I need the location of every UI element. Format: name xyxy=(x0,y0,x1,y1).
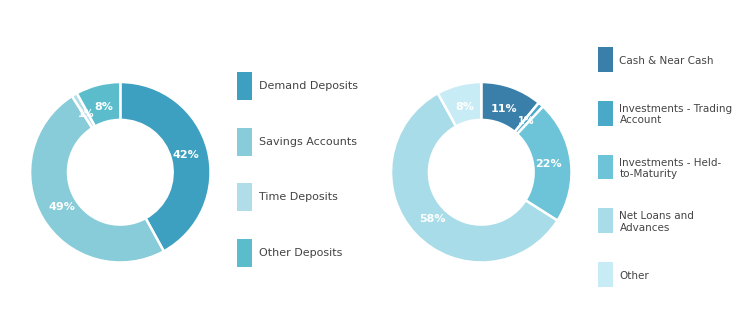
Text: Investments - Held-
to-Maturity: Investments - Held- to-Maturity xyxy=(620,158,722,179)
Text: Cash & Near Cash: Cash & Near Cash xyxy=(620,56,714,66)
Bar xyxy=(237,239,252,267)
Bar xyxy=(598,208,614,233)
Wedge shape xyxy=(77,82,120,126)
Wedge shape xyxy=(481,82,538,132)
Text: Other: Other xyxy=(620,271,649,281)
Text: Savings Accounts: Savings Accounts xyxy=(259,137,357,147)
Wedge shape xyxy=(517,107,572,221)
Text: Time Deposits: Time Deposits xyxy=(259,192,338,202)
Text: 8%: 8% xyxy=(455,102,474,112)
Text: Asset Mix: Asset Mix xyxy=(523,9,605,25)
Text: 49%: 49% xyxy=(49,202,75,212)
Bar xyxy=(598,101,614,125)
Text: Net Loans and
Advances: Net Loans and Advances xyxy=(620,212,694,233)
Wedge shape xyxy=(514,103,543,134)
Bar xyxy=(237,184,252,211)
Text: Investments - Trading
Account: Investments - Trading Account xyxy=(620,104,732,125)
Text: Other Deposits: Other Deposits xyxy=(259,248,342,258)
Bar xyxy=(237,72,252,100)
Wedge shape xyxy=(30,96,164,263)
Wedge shape xyxy=(120,82,211,251)
Text: Deposit Mix: Deposit Mix xyxy=(138,9,238,25)
Text: 8%: 8% xyxy=(94,102,113,112)
Text: 1%: 1% xyxy=(518,116,534,126)
Bar xyxy=(598,47,614,72)
Text: 1%: 1% xyxy=(77,109,94,119)
Wedge shape xyxy=(391,93,557,263)
Bar xyxy=(598,262,614,287)
Wedge shape xyxy=(438,82,481,126)
Text: 11%: 11% xyxy=(491,104,517,113)
Text: 42%: 42% xyxy=(172,150,199,161)
Bar xyxy=(237,128,252,156)
Text: 58%: 58% xyxy=(419,214,445,224)
Bar xyxy=(598,155,614,179)
Wedge shape xyxy=(72,93,95,128)
Text: 22%: 22% xyxy=(535,159,562,169)
Text: Demand Deposits: Demand Deposits xyxy=(259,81,358,91)
